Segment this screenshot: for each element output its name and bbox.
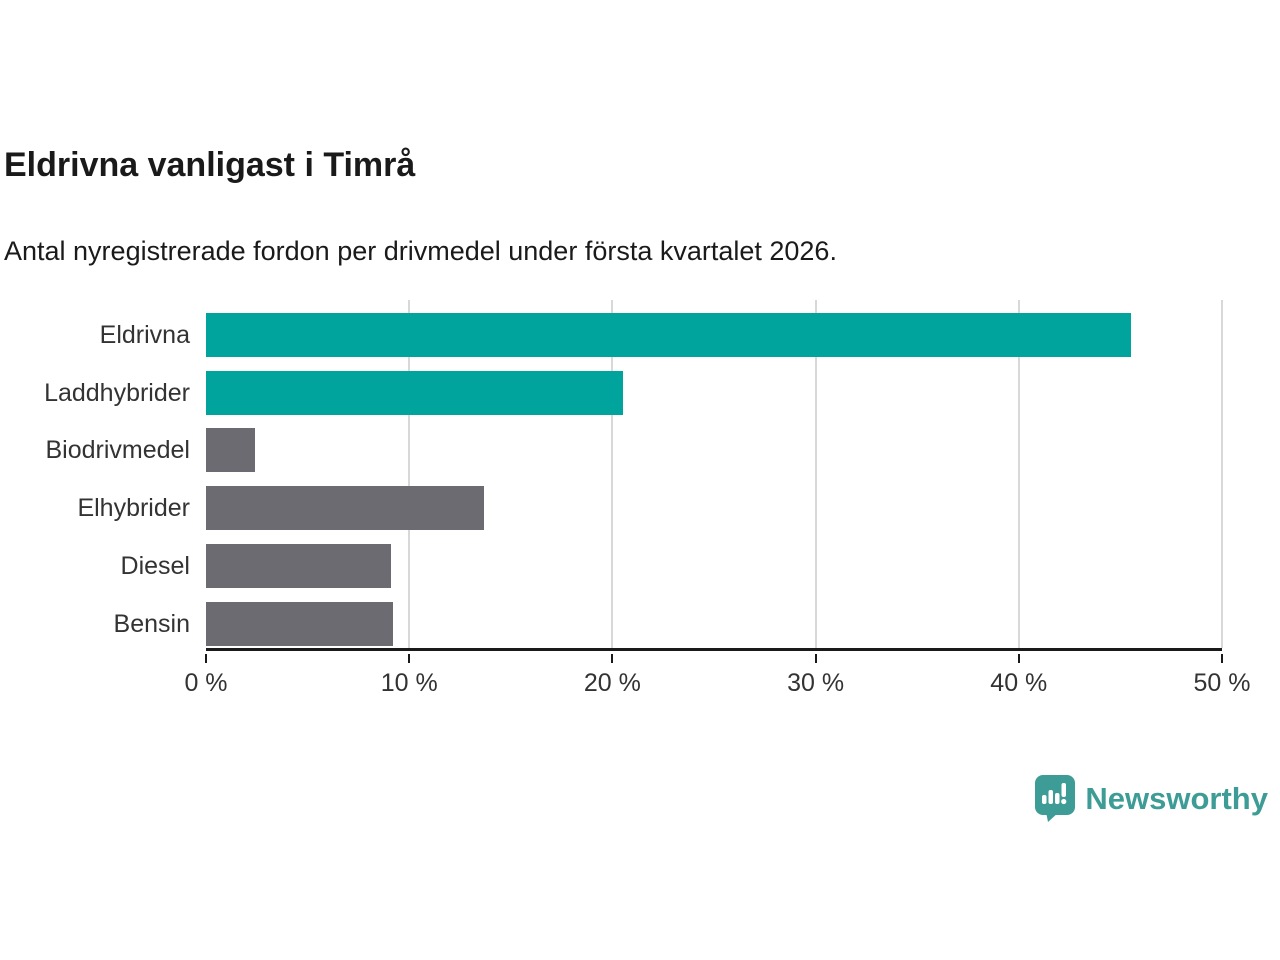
gridline-20 [611,300,614,648]
newsworthy-logo-icon [1035,775,1076,822]
x-tick-label-50: 50 % [1193,669,1251,697]
chart-title: Eldrivna vanligast i Timrå [4,146,416,184]
category-label-diesel: Diesel [120,551,190,580]
bar-biodrivmedel [206,428,255,473]
x-tick-label-0: 0 % [184,669,228,697]
x-tick-label-10: 10 % [380,669,438,697]
x-tick-mark-10 [408,654,411,663]
gridline-40 [1017,300,1020,648]
x-tick-label-20: 20 % [583,669,641,697]
x-tick-label-40: 40 % [990,669,1048,697]
bar-elhybrider [206,486,485,531]
category-label-elhybrider: Elhybrider [77,494,190,523]
newsworthy-logo: Newsworthy [1035,775,1268,822]
x-tick-mark-0 [205,654,207,663]
bar-bensin [206,601,393,646]
x-tick-mark-20 [611,654,614,663]
category-label-biodrivmedel: Biodrivmedel [45,436,190,465]
newsworthy-logo-text: Newsworthy [1085,780,1268,816]
plot-area [206,300,1223,651]
chart-subtitle: Antal nyregistrerade fordon per drivmede… [4,236,837,266]
x-tick-label-30: 30 % [787,669,845,697]
bar-laddhybrider [206,370,623,415]
gridline-50 [1221,300,1223,648]
bar-eldrivna [206,313,1131,357]
gridline-10 [408,300,411,648]
x-tick-mark-40 [1017,654,1020,663]
bar-diesel [206,543,391,588]
category-label-laddhybrider: Laddhybrider [44,378,190,407]
y-axis-labels: Eldrivna Laddhybrider Biodrivmedel Elhybrid… [0,300,190,651]
category-label-eldrivna: Eldrivna [99,321,190,349]
gridline-30 [814,300,817,648]
category-label-bensin: Bensin [113,609,190,638]
x-tick-mark-50 [1221,654,1223,663]
x-tick-mark-30 [814,654,817,663]
